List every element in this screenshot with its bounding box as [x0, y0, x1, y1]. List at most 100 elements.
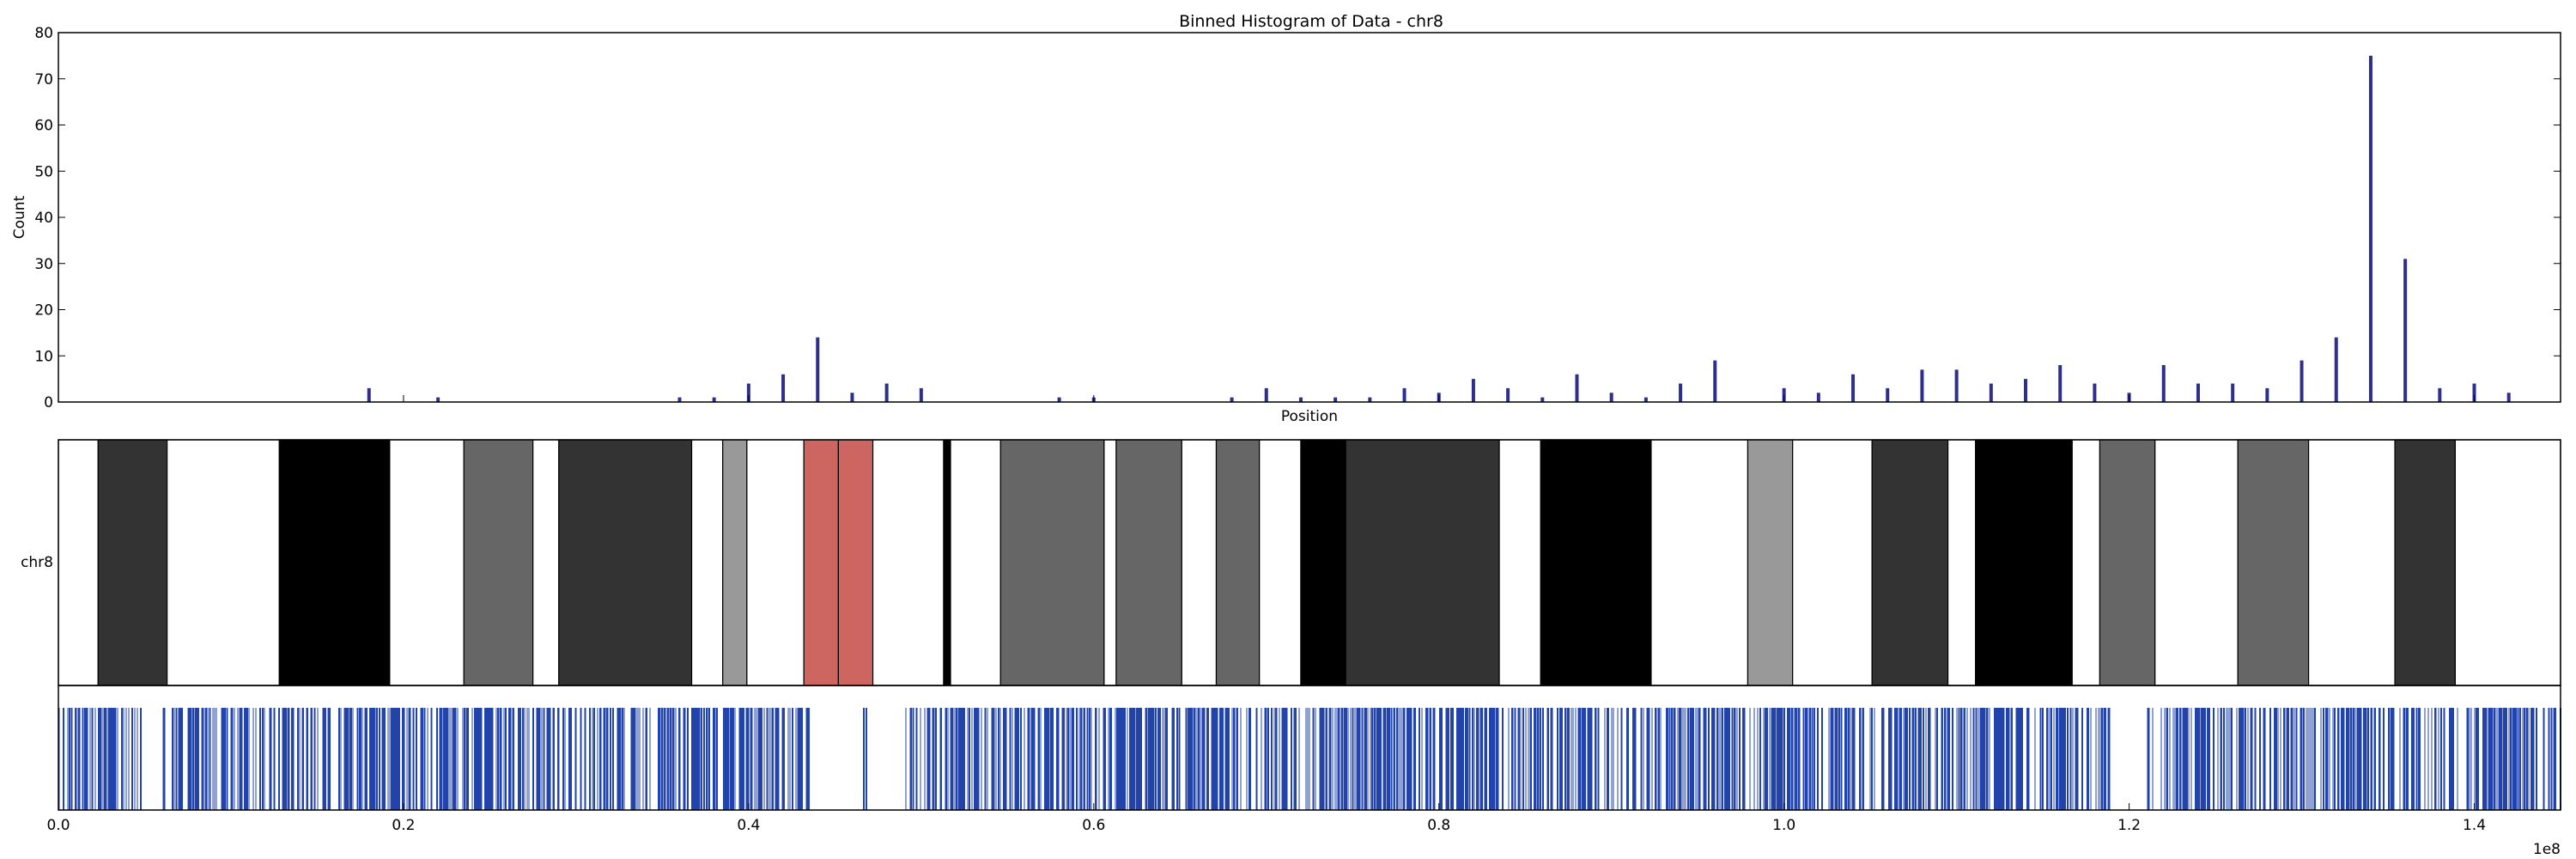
x-tick-label: 0.4 [737, 817, 760, 834]
density-frame [58, 685, 2561, 811]
histogram-bar [884, 383, 889, 402]
ideogram-band [872, 439, 945, 686]
ideogram-band [1181, 439, 1218, 686]
chart-title: Binned Histogram of Data - chr8 [1179, 12, 1443, 31]
y-tick-label: 0 [44, 394, 53, 411]
histogram-bar [1230, 397, 1234, 402]
y-tick-label: 40 [34, 210, 53, 227]
ideogram-band [950, 439, 1001, 686]
ideogram-band [1650, 439, 1749, 686]
ideogram-band [2307, 439, 2396, 686]
ideogram-band [389, 439, 465, 686]
x-tick-label: 1.0 [1772, 817, 1795, 834]
ideogram-band [1215, 439, 1261, 686]
ideogram-band [1792, 439, 1873, 686]
ideogram-band [532, 439, 560, 686]
x-tick-label: 1.2 [2117, 817, 2141, 834]
ideogram-band [1747, 439, 1794, 686]
histogram-bar [2506, 393, 2511, 402]
ideogram-band [278, 439, 391, 686]
y-tick-label: 70 [34, 71, 53, 88]
ideogram-band [803, 439, 839, 686]
histogram-bar [677, 397, 682, 402]
y-tick-label: 60 [34, 118, 53, 135]
density-panel: 0.0 0.2 0.4 0.6 0.8 1.0 1.2 1.4 1e8 [46, 395, 2561, 858]
histogram-bar [1679, 383, 1683, 402]
ideogram-band [1259, 439, 1302, 686]
ideogram-band [722, 439, 748, 686]
histogram-frame [58, 32, 2561, 403]
ideogram-band [2454, 439, 2561, 686]
histogram-bar [1575, 374, 1579, 402]
ideogram-band [167, 439, 280, 686]
x-tick-label: 0.2 [392, 817, 415, 834]
ideogram-band [463, 439, 534, 686]
histogram-bar [2265, 387, 2269, 402]
ideogram-band [999, 439, 1105, 686]
histogram-bar [2196, 383, 2200, 402]
histogram-bar [367, 387, 371, 402]
ideogram-band [1947, 439, 1977, 686]
ideogram-band [837, 439, 874, 686]
histogram-bar [2438, 387, 2442, 402]
histogram-bar [1368, 397, 1372, 402]
histogram-bar [2300, 360, 2304, 402]
ideogram-band [1115, 439, 1182, 686]
ideogram-band [1103, 439, 1117, 686]
chromosome-label: chr8 [21, 554, 53, 571]
ideogram-band [1871, 439, 1949, 686]
ideogram-band [2394, 439, 2457, 686]
ideogram-band [558, 439, 693, 686]
histogram-bar [2161, 365, 2166, 402]
ideogram-bands [58, 439, 2561, 686]
histogram-bar [1886, 387, 1890, 402]
histogram-bar [850, 393, 854, 402]
ideogram-band [2237, 439, 2310, 686]
histogram-bar [919, 387, 923, 402]
ideogram-band [746, 439, 805, 686]
histogram-bar [2334, 337, 2338, 402]
histogram-bar [1298, 397, 1303, 402]
histogram-bar [781, 374, 786, 402]
y-tick-label: 10 [34, 348, 53, 365]
histogram-y-ticks: 0 10 20 30 40 50 60 70 80 [34, 25, 2561, 411]
y-tick-label: 20 [34, 302, 53, 320]
histogram-bar [1609, 393, 1613, 402]
y-tick-label: 80 [34, 25, 53, 42]
histogram-bar [2058, 365, 2063, 402]
x-axis-label: Position [1281, 408, 1338, 425]
histogram-bar [1540, 397, 1545, 402]
histogram-bar [2403, 259, 2408, 402]
histogram-bar [436, 397, 440, 402]
histogram-bar [2024, 379, 2028, 402]
density-x-ticks: 0.0 0.2 0.4 0.6 0.8 1.0 1.2 1.4 [46, 395, 2486, 834]
histogram-bar [2368, 55, 2372, 402]
x-tick-label: 1.4 [2463, 817, 2486, 834]
histogram-bar [1851, 374, 1856, 402]
ideogram-band [1300, 439, 1346, 686]
ideogram-band [943, 439, 951, 686]
histogram-bar [1506, 387, 1510, 402]
y-tick-label: 50 [34, 163, 53, 180]
histogram-bar [816, 337, 820, 402]
ideogram-band [1540, 439, 1652, 686]
ideogram-band [690, 439, 724, 686]
y-tick-label: 30 [34, 256, 53, 273]
histogram-bar [746, 383, 750, 402]
histogram-bar [1989, 383, 1993, 402]
x-tick-label: 0.6 [1082, 817, 1105, 834]
histogram-bar [2231, 383, 2235, 402]
ideogram-band [58, 439, 99, 686]
histogram-bar [1920, 369, 1924, 402]
histogram-bar [2093, 383, 2097, 402]
histogram-bar [1471, 379, 1475, 402]
histogram-bar [1402, 387, 1406, 402]
histogram-bar [1643, 397, 1648, 402]
histogram-bar [1334, 397, 1338, 402]
ideogram-band [1975, 439, 2073, 686]
ideogram-band [1498, 439, 1541, 686]
density-lines [58, 708, 2561, 810]
ideogram-band [2071, 439, 2101, 686]
histogram-plot-area [58, 33, 2561, 402]
